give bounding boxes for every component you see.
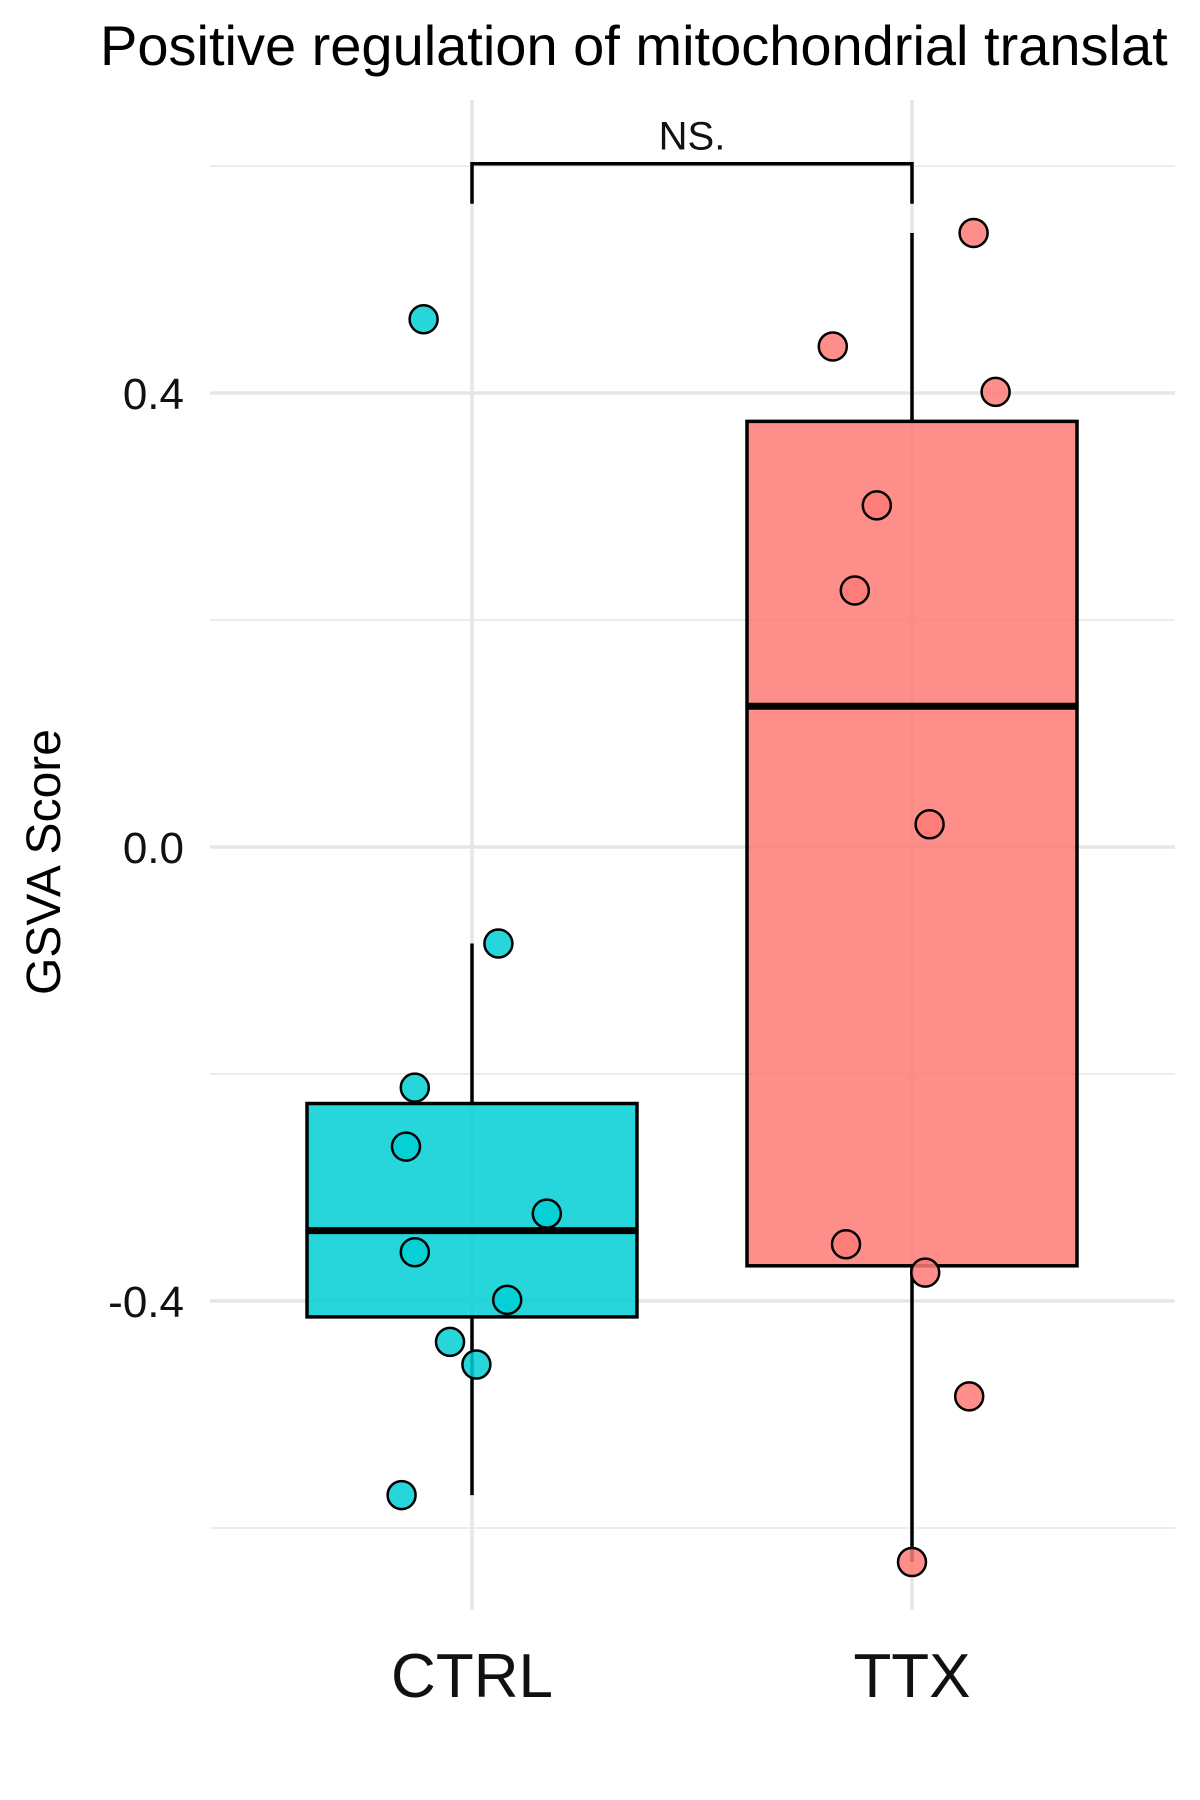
data-point — [958, 217, 989, 249]
data-point — [399, 1072, 431, 1103]
y-tick-label: 0.4 — [123, 370, 184, 419]
data-point — [390, 1131, 422, 1162]
data-point — [386, 1479, 417, 1511]
data-point — [909, 1257, 941, 1288]
data-point — [861, 490, 893, 521]
data-point — [830, 1229, 862, 1260]
box-ctrl — [305, 1101, 639, 1319]
significance-label: NS. — [659, 115, 726, 159]
data-point — [491, 1284, 523, 1316]
y-axis-title: GSVA Score — [18, 729, 71, 995]
box-layer — [305, 232, 1079, 1563]
data-point — [434, 1326, 466, 1358]
data-point — [839, 575, 871, 606]
data-point — [817, 331, 849, 362]
x-tick-label-ctrl: CTRL — [391, 1642, 553, 1711]
y-tick-label: 0.0 — [123, 824, 184, 873]
significance-bracket — [470, 161, 914, 204]
data-point — [399, 1236, 431, 1268]
point-layer — [386, 217, 1011, 1578]
y-tick-label: -0.4 — [108, 1278, 184, 1327]
data-point — [531, 1198, 563, 1229]
x-tick-label-ttx: TTX — [853, 1642, 970, 1711]
chart-title: Positive regulation of mitochondrial tra… — [100, 14, 1168, 77]
data-point — [896, 1546, 928, 1578]
bracket-layer: NS. — [470, 115, 914, 204]
axis-layer: -0.4 0.0 0.4 CTRL TTX — [108, 370, 970, 1711]
data-point — [461, 1349, 492, 1380]
data-point — [953, 1381, 985, 1412]
data-point — [408, 303, 439, 335]
data-point — [914, 809, 945, 840]
box-ttx — [745, 419, 1079, 1268]
data-point — [980, 376, 1011, 408]
data-point — [483, 928, 514, 959]
